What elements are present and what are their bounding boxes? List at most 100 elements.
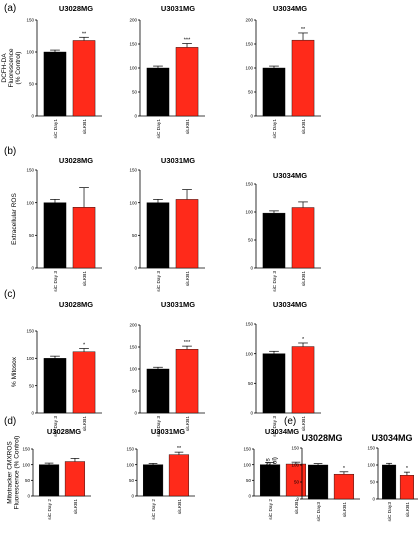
x-tick-label: siLKB1 xyxy=(294,499,300,515)
chart-title: U3034MG xyxy=(273,171,307,180)
x-tick-label: siC Day 3 xyxy=(156,271,162,292)
y-tick-label: 150 xyxy=(245,182,253,187)
bar xyxy=(38,464,60,497)
bar xyxy=(43,358,67,414)
x-tick-label: siC Day1 xyxy=(53,119,59,139)
y-tick-label: 200 xyxy=(245,18,253,23)
bar xyxy=(168,454,190,497)
y-tick-label: 100 xyxy=(22,462,30,467)
x-tick-label: siLKB1 xyxy=(185,271,191,287)
y-tick-label: 50 xyxy=(248,238,254,243)
y-tick-label: 0 xyxy=(27,494,30,499)
y-tick-label: 100 xyxy=(129,66,137,71)
y-tick-label: 150 xyxy=(291,446,299,451)
bar xyxy=(142,464,164,497)
x-tick-label: siLKB1 xyxy=(301,119,307,135)
chart-panel: U3031MG 0 50 100 150 200 siC Day1 *** siLKB1 xyxy=(129,4,205,138)
panel-letter: (e) xyxy=(284,416,296,427)
y-tick-label: 100 xyxy=(26,50,34,55)
y-tick-label: 50 xyxy=(248,381,254,386)
bar xyxy=(307,464,329,500)
y-tick-label: 200 xyxy=(129,323,137,328)
x-tick-label: siC Day3 xyxy=(387,502,393,522)
chart-title: U3031MG xyxy=(151,427,185,436)
x-tick-label: siC Day1 xyxy=(156,119,162,139)
y-tick-label: 50 xyxy=(132,233,138,238)
y-tick-label: 150 xyxy=(26,329,34,334)
y-tick-label: 50 xyxy=(25,478,31,483)
panel-letter: (d) xyxy=(4,416,16,427)
y-tick-label: 50 xyxy=(248,90,254,95)
bar xyxy=(72,40,96,117)
chart-title: U3034MG xyxy=(371,433,412,443)
y-tick-label: 150 xyxy=(26,18,34,23)
bar xyxy=(43,51,67,117)
chart-panel: U3031MG 0 50 100 150 200 siC Day 3 *** siLKB1 xyxy=(129,300,205,437)
y-tick-label: 100 xyxy=(26,200,34,205)
chart-panel: U3034MG 0 50 100 150 siC Day 3 siLKB1 xyxy=(245,171,321,292)
y-tick-label: 150 xyxy=(22,447,30,452)
x-tick-label: siC Day 3 xyxy=(53,271,59,292)
y-tick-label: 150 xyxy=(129,168,137,173)
y-tick-label: 50 xyxy=(29,82,35,87)
y-tick-label: 200 xyxy=(129,18,137,23)
bar xyxy=(262,67,286,117)
y-tick-label: 150 xyxy=(129,345,137,350)
bar xyxy=(72,207,96,269)
y-tick-label: 0 xyxy=(250,114,253,119)
chart-panel: (c) U3028MG % Mitosox 0 50 100 150 siC Day 3 * si… xyxy=(4,289,102,437)
y-tick-label: 150 xyxy=(245,42,253,47)
x-tick-label: siC Day 3 xyxy=(53,416,59,437)
significance-label: *** xyxy=(184,340,191,346)
y-tick-label: 50 xyxy=(29,383,35,388)
y-tick-label: 150 xyxy=(129,42,137,47)
chart-panel: (b) U3028MG Extracellular ROS 0 50 100 150 siC … xyxy=(4,146,102,292)
x-tick-label: siC Day 2 xyxy=(47,499,53,520)
bar xyxy=(291,346,315,414)
y-tick-label: 0 xyxy=(31,114,34,119)
significance-label: * xyxy=(343,466,346,472)
y-axis-label: Mitotracker CMXROSFluorescence (% Contro… xyxy=(7,436,21,510)
x-tick-label: siLKB1 xyxy=(185,119,191,135)
y-tick-label: 50 xyxy=(132,90,138,95)
y-tick-label: 0 xyxy=(296,497,299,502)
panel-letter: (c) xyxy=(4,289,16,300)
significance-label: * xyxy=(302,337,305,343)
y-tick-label: 100 xyxy=(245,351,253,356)
y-tick-label: 50 xyxy=(29,233,35,238)
chart-panel: U3034MG 0 50 100 150 siC Day 3 * siLKB1 xyxy=(245,300,321,437)
x-tick-label: siLKB1 xyxy=(82,119,88,135)
bar xyxy=(72,351,96,414)
y-tick-label: 0 xyxy=(248,494,251,499)
x-tick-label: siLKB1 xyxy=(185,416,191,432)
significance-label: ** xyxy=(82,31,87,37)
y-tick-label: 150 xyxy=(243,447,251,452)
chart-panel: U3034MG 0 50 100 150 siC Day3 * siLKB1 xyxy=(367,433,418,521)
x-tick-label: siLKB1 xyxy=(342,502,348,518)
x-tick-label: siLKB1 xyxy=(73,499,79,515)
x-tick-label: siLKB1 xyxy=(82,416,88,432)
significance-label: * xyxy=(406,466,409,472)
y-tick-label: 100 xyxy=(129,367,137,372)
bar xyxy=(382,464,397,500)
y-tick-label: 100 xyxy=(291,463,299,468)
y-tick-label: 100 xyxy=(245,210,253,215)
x-tick-label: siC Day1 xyxy=(272,119,278,139)
y-tick-label: 0 xyxy=(372,497,375,502)
chart-title: U3028MG xyxy=(301,433,342,443)
y-tick-label: 150 xyxy=(26,168,34,173)
y-tick-label: 50 xyxy=(132,389,138,394)
bar xyxy=(291,39,315,117)
y-tick-label: 150 xyxy=(245,322,253,327)
y-tick-label: 0 xyxy=(31,411,34,416)
y-tick-label: 150 xyxy=(126,447,134,452)
chart-title: U3034MG xyxy=(273,300,307,309)
bar xyxy=(262,353,286,414)
y-tick-label: 100 xyxy=(129,200,137,205)
x-tick-label: siC Day 3 xyxy=(156,416,162,437)
y-tick-label: 0 xyxy=(250,266,253,271)
x-tick-label: siLKB1 xyxy=(301,416,307,432)
y-tick-label: 0 xyxy=(134,411,137,416)
x-tick-label: siC Day 3 xyxy=(272,416,278,437)
